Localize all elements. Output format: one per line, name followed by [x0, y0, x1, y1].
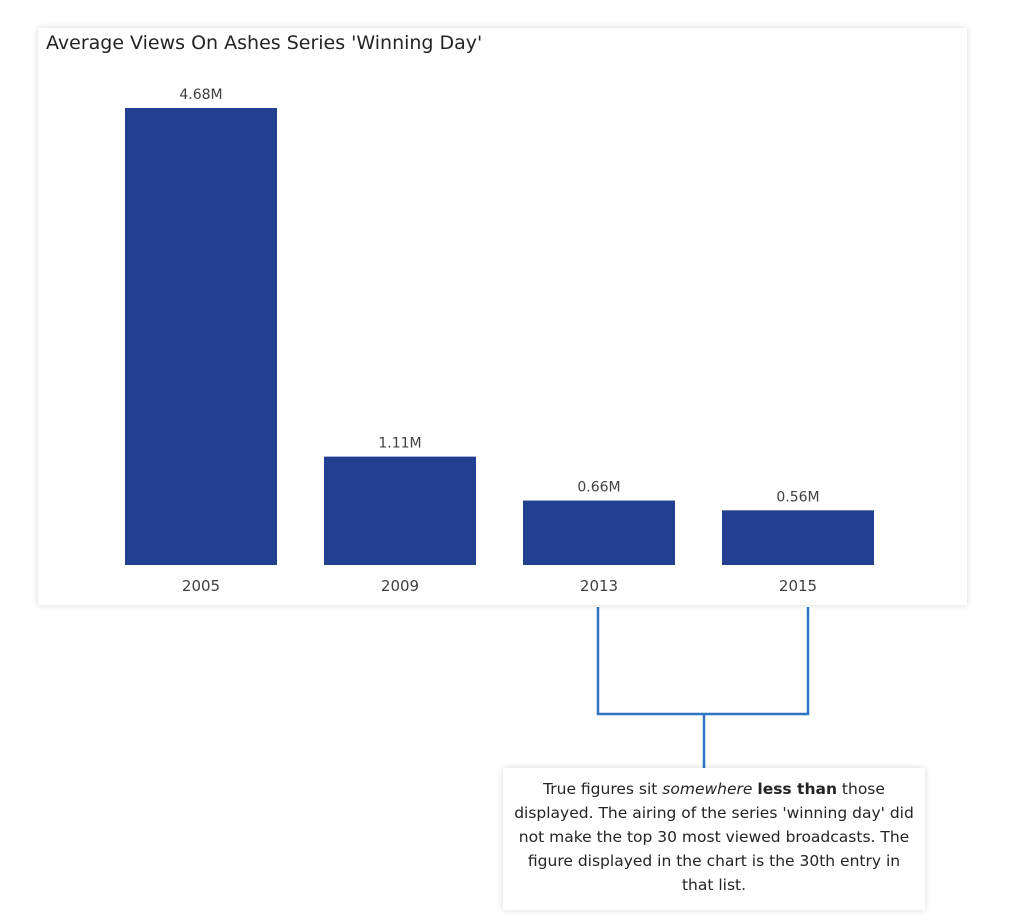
bar-chart: 4.68M 2005 1.11M 2009 0.66M 2013 0.56M 2015	[125, 87, 874, 595]
bar-2005	[125, 108, 277, 565]
x-tick-label-2005: 2005	[182, 577, 220, 595]
x-tick-label-2013: 2013	[580, 577, 618, 595]
x-tick-label-2015: 2015	[779, 577, 817, 595]
bar-2013	[523, 500, 675, 565]
chart-card: Average Views On Ashes Series 'Winning D…	[38, 28, 967, 605]
chart-title: Average Views On Ashes Series 'Winning D…	[46, 32, 483, 54]
bracket-line	[596, 607, 810, 768]
x-tick-label-2009: 2009	[381, 577, 419, 595]
annotation-note: True figures sit somewhere less than tho…	[503, 768, 925, 910]
bar-2015	[722, 510, 874, 565]
data-label-2015: 0.56M	[776, 489, 819, 505]
note-text-body: those displayed. The airing of the serie…	[514, 780, 914, 894]
note-text-emphasis: somewhere	[662, 780, 753, 798]
data-label-2013: 0.66M	[577, 480, 620, 496]
data-label-2009: 1.11M	[378, 436, 421, 452]
bar-2009	[324, 456, 476, 565]
data-label-2005: 4.68M	[179, 87, 222, 103]
note-text-intro: True figures sit	[543, 780, 663, 798]
note-text-strong: less than	[757, 780, 837, 798]
